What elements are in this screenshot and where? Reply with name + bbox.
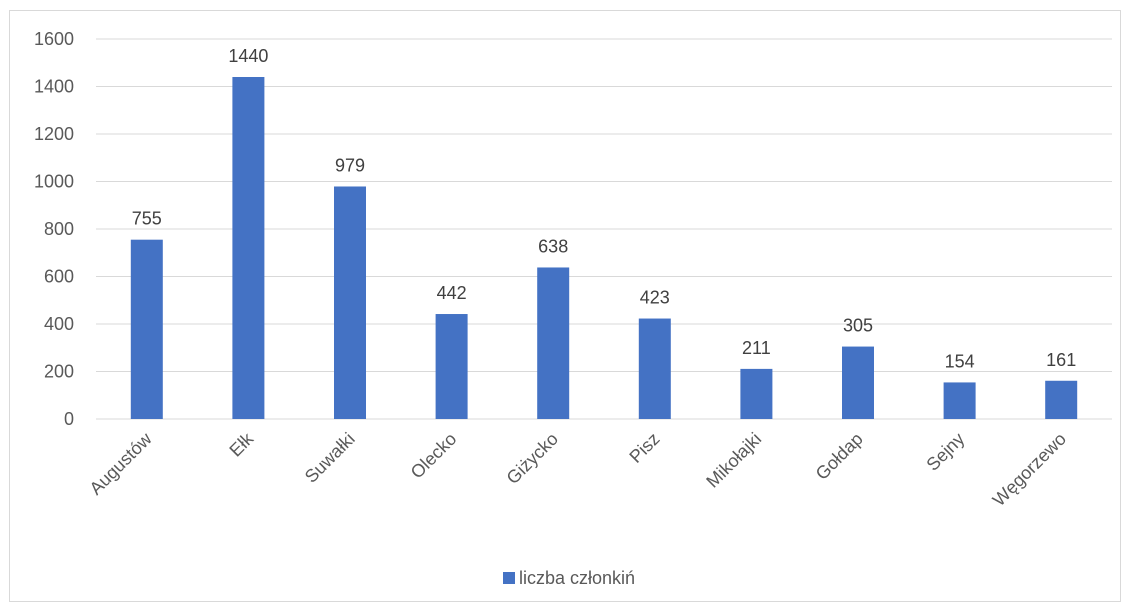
x-tick-label: Giżycko: [503, 429, 562, 488]
legend: liczba członkiń: [503, 568, 635, 588]
y-tick-label: 1600: [34, 29, 74, 49]
gridlines: [96, 38, 1112, 420]
data-labels: 755 1440 979 442 638 423 211 305 154 161: [132, 46, 1076, 371]
y-tick-label: 1400: [34, 77, 74, 97]
bar: [334, 186, 366, 419]
data-label: 154: [945, 351, 975, 371]
legend-swatch: [503, 572, 515, 584]
y-tick-label: 0: [64, 409, 74, 429]
y-tick-label: 1000: [34, 172, 74, 192]
x-tick-label: Pisz: [625, 429, 663, 467]
legend-label: liczba członkiń: [519, 568, 635, 588]
bar: [842, 346, 874, 419]
bar: [232, 77, 265, 419]
data-label: 211: [742, 338, 771, 358]
y-tick-label: 400: [44, 314, 74, 334]
y-tick-label: 1200: [34, 124, 74, 144]
data-label: 161: [1046, 350, 1076, 370]
x-tick-label: Suwałki: [301, 429, 359, 487]
x-tick-label: Mikołajki: [702, 429, 765, 492]
data-label: 442: [437, 283, 467, 303]
x-tick-label: Węgorzewo: [989, 429, 1070, 510]
bar: [740, 368, 773, 419]
bar: [943, 382, 976, 419]
x-tick-label: Olecko: [407, 429, 461, 483]
data-label: 1440: [228, 46, 268, 66]
data-label: 755: [132, 209, 162, 229]
y-tick-label: 800: [44, 219, 74, 239]
data-label: 305: [843, 316, 873, 336]
x-tick-label: Augustów: [86, 428, 157, 499]
x-axis-category-labels: Augustów Ełk Suwałki Olecko Giżycko Pisz Mikoł…: [86, 428, 1070, 510]
x-tick-label: Ełk: [225, 428, 258, 461]
y-axis-tick-labels: 0 200 400 600 800 1000 1200 1400 1600: [34, 29, 74, 429]
data-label: 423: [640, 288, 670, 308]
data-label: 638: [538, 236, 568, 256]
bar: [435, 314, 468, 419]
x-tick-label: Sejny: [922, 429, 968, 475]
y-tick-label: 600: [44, 267, 74, 287]
bar: [130, 239, 163, 419]
data-label: 979: [335, 155, 365, 175]
bars: [130, 77, 1078, 419]
bar: [638, 318, 671, 419]
bar: [1045, 380, 1078, 419]
bar: [537, 267, 570, 419]
y-tick-label: 200: [44, 362, 74, 382]
x-tick-label: Gołdap: [812, 429, 867, 484]
